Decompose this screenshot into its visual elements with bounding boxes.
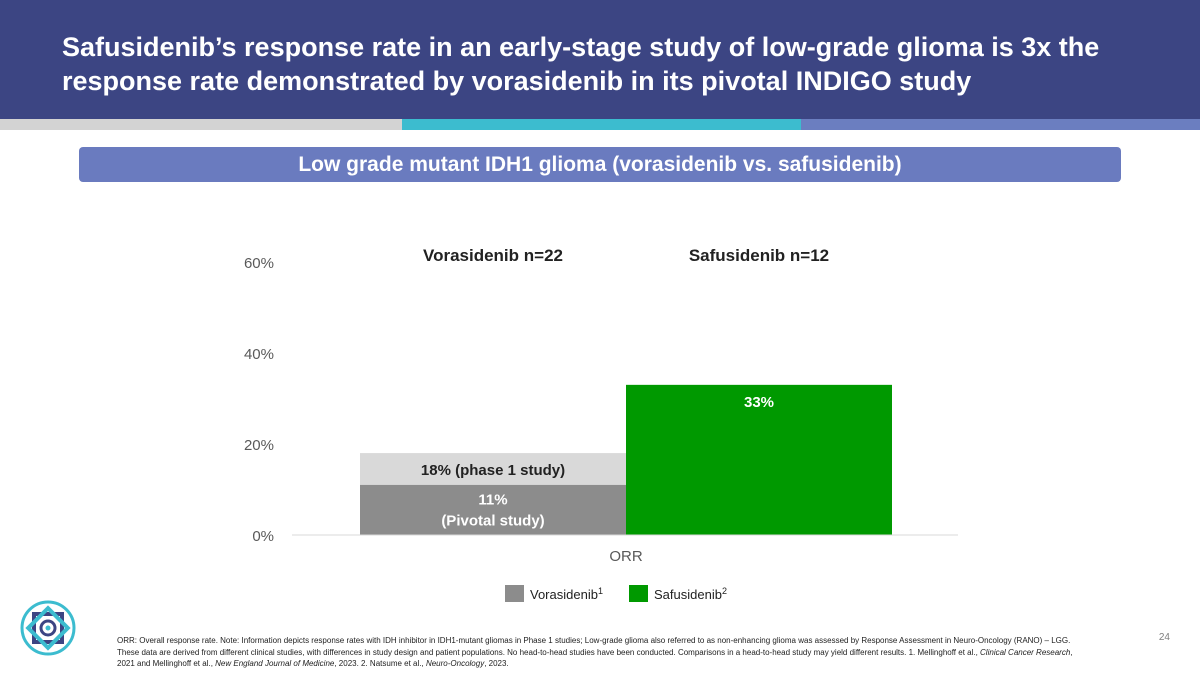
y-tick-label: 20% (244, 437, 274, 454)
footnote-journal-3: Neuro-Oncology (425, 659, 485, 668)
chart-canvas: 0% 20% 40% 60% 11% (Pivotal study) 18% (phase … (244, 246, 958, 602)
accent-stripe-teal (402, 119, 801, 130)
footnote-text-1: ORR: Overall response rate. Note: Inform… (117, 636, 1071, 657)
legend-label-vorasidenib: Vorasidenib1 (530, 586, 603, 602)
legend-swatch-vorasidenib (505, 585, 524, 602)
data-label: 11% (478, 491, 507, 508)
header-banner: Safusidenib’s response rate in an early-… (0, 0, 1200, 119)
company-logo-icon (20, 600, 76, 656)
series-header: Vorasidenib n=22 (423, 246, 563, 265)
footnote: ORR: Overall response rate. Note: Inform… (117, 635, 1077, 670)
legend-swatch-safusidenib (629, 585, 648, 602)
logo-rosette (20, 600, 76, 656)
footnote-journal-2: New England Journal of Medicine (215, 659, 335, 668)
page-number: 24 (1158, 632, 1170, 643)
bar-vorasidenib-11 (360, 484, 626, 535)
data-label: (Pivotal study) (441, 512, 544, 529)
accent-stripe-grey (0, 119, 402, 130)
legend-label-safusidenib: Safusidenib2 (654, 586, 727, 602)
footnote-text-2: , 2021 and Mellinghoff et al., (117, 647, 1073, 669)
data-label: 18% (phase 1 study) (421, 462, 565, 479)
footnote-journal-1: Clinical Cancer Research (980, 647, 1071, 657)
y-tick-label: 60% (244, 255, 274, 272)
chart-subtitle: Low grade mutant IDH1 glioma (vorasideni… (298, 152, 902, 176)
footnote-text-4: , 2023. (484, 659, 509, 668)
y-tick-label: 0% (252, 528, 274, 545)
page-title: Safusidenib’s response rate in an early-… (62, 32, 1100, 96)
bar-safusidenib-33 (626, 384, 892, 535)
series-header: Safusidenib n=12 (689, 246, 829, 265)
accent-stripe-blue (801, 119, 1200, 130)
x-category-label: ORR (609, 548, 643, 565)
data-label: 33% (744, 394, 774, 411)
y-tick-label: 40% (244, 346, 274, 363)
footnote-text-3: , 2023. 2. Natsume et al., (334, 659, 426, 668)
chart-subtitle-bar: Low grade mutant IDH1 glioma (vorasideni… (79, 147, 1121, 182)
